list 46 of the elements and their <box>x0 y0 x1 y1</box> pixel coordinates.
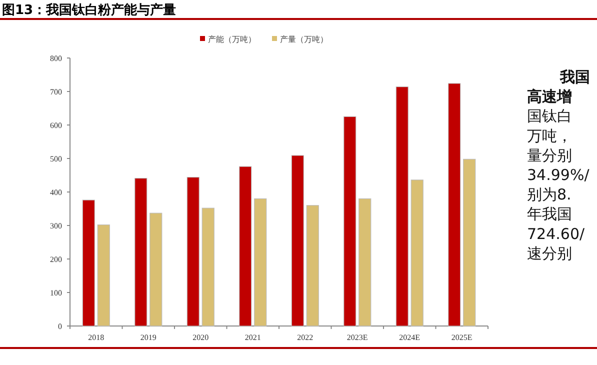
bar <box>82 200 95 326</box>
bar <box>448 83 461 326</box>
bar <box>410 180 424 326</box>
chart-title: 图13：我国钛白粉产能与产量 <box>2 2 176 18</box>
text: 我国 <box>559 68 590 86</box>
bar <box>344 116 356 326</box>
x-tick-label: 2021 <box>244 333 261 342</box>
bar <box>186 176 200 326</box>
x-tick-label: 2020 <box>192 333 209 342</box>
legend-label: 产量（万吨） <box>280 35 328 44</box>
text: 别为8. <box>527 186 572 204</box>
text: 34.99%/ <box>527 166 590 184</box>
x-tick-label: 2022 <box>297 333 314 342</box>
bar <box>134 178 148 326</box>
bar <box>254 198 267 326</box>
bar <box>291 155 304 326</box>
y-tick-label: 100 <box>50 288 62 298</box>
y-tick-label: 700 <box>50 88 62 96</box>
y-tick-label: 0 <box>58 322 62 331</box>
text: 万吨， <box>527 126 572 145</box>
y-tick-label: 300 <box>50 222 62 230</box>
text: 国钛白 <box>527 107 572 126</box>
bar <box>97 224 110 326</box>
text: 724.60/ <box>527 224 586 243</box>
text: 速分别 <box>527 244 572 262</box>
y-tick-label: 600 <box>50 121 62 130</box>
y-tick-label: 800 <box>50 54 62 63</box>
text: 高速增 <box>527 88 572 106</box>
bar <box>306 205 319 326</box>
x-tick-label: 2025E <box>451 333 472 342</box>
y-tick-label: 500 <box>50 154 62 164</box>
bar <box>202 208 214 326</box>
x-tick-label: 2018 <box>88 333 104 342</box>
text: 量分别 <box>527 146 572 164</box>
x-tick-label: 2023E <box>346 333 368 342</box>
x-tick-label: 2019 <box>140 333 156 342</box>
x-tick-label: 2024E <box>399 333 420 342</box>
bar <box>396 86 408 326</box>
y-tick-label: 200 <box>50 255 62 264</box>
y-tick-label: 400 <box>50 188 62 197</box>
bar <box>358 198 372 326</box>
bar <box>239 166 252 326</box>
legend-label: 产能（万吨） <box>208 35 256 44</box>
text: 年我国 <box>527 205 572 224</box>
bar <box>463 158 476 326</box>
bar <box>150 212 162 326</box>
